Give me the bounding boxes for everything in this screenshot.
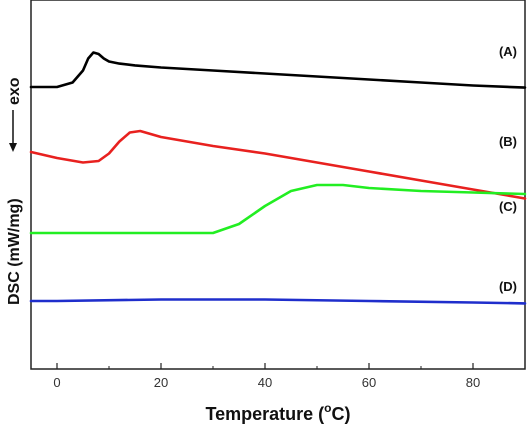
- x-tick-label: 80: [466, 375, 480, 390]
- series-line-a: [29, 51, 527, 89]
- series-label-c: (C): [499, 199, 517, 214]
- x-axis-title: Temperature (oC): [205, 401, 350, 424]
- exo-arrow-head: [9, 143, 17, 152]
- series-label-b: (B): [499, 134, 517, 149]
- x-tick-label: 40: [258, 375, 272, 390]
- exo-label: exo: [6, 77, 23, 105]
- x-tick-label: 60: [362, 375, 376, 390]
- x-tick-label: 0: [53, 375, 60, 390]
- series-lines: [29, 51, 527, 305]
- y-axis-title: DSC (mW/mg): [6, 198, 23, 305]
- x-axis-title-main: Temperature (: [205, 404, 324, 424]
- series-label-d: (D): [499, 279, 517, 294]
- series-label-a: (A): [499, 44, 517, 59]
- x-ticks: 0 20 40 60 80: [53, 363, 526, 390]
- exo-indicator: exo: [6, 77, 23, 152]
- series-labels: (A) (B) (C) (D): [499, 44, 517, 294]
- x-tick-label: 20: [154, 375, 168, 390]
- series-line-b: [29, 129, 527, 200]
- series-line-d: [29, 298, 527, 305]
- x-axis-title-unit: C): [332, 404, 351, 424]
- series-line-c: [29, 183, 527, 235]
- x-axis-title-degree: o: [324, 401, 331, 415]
